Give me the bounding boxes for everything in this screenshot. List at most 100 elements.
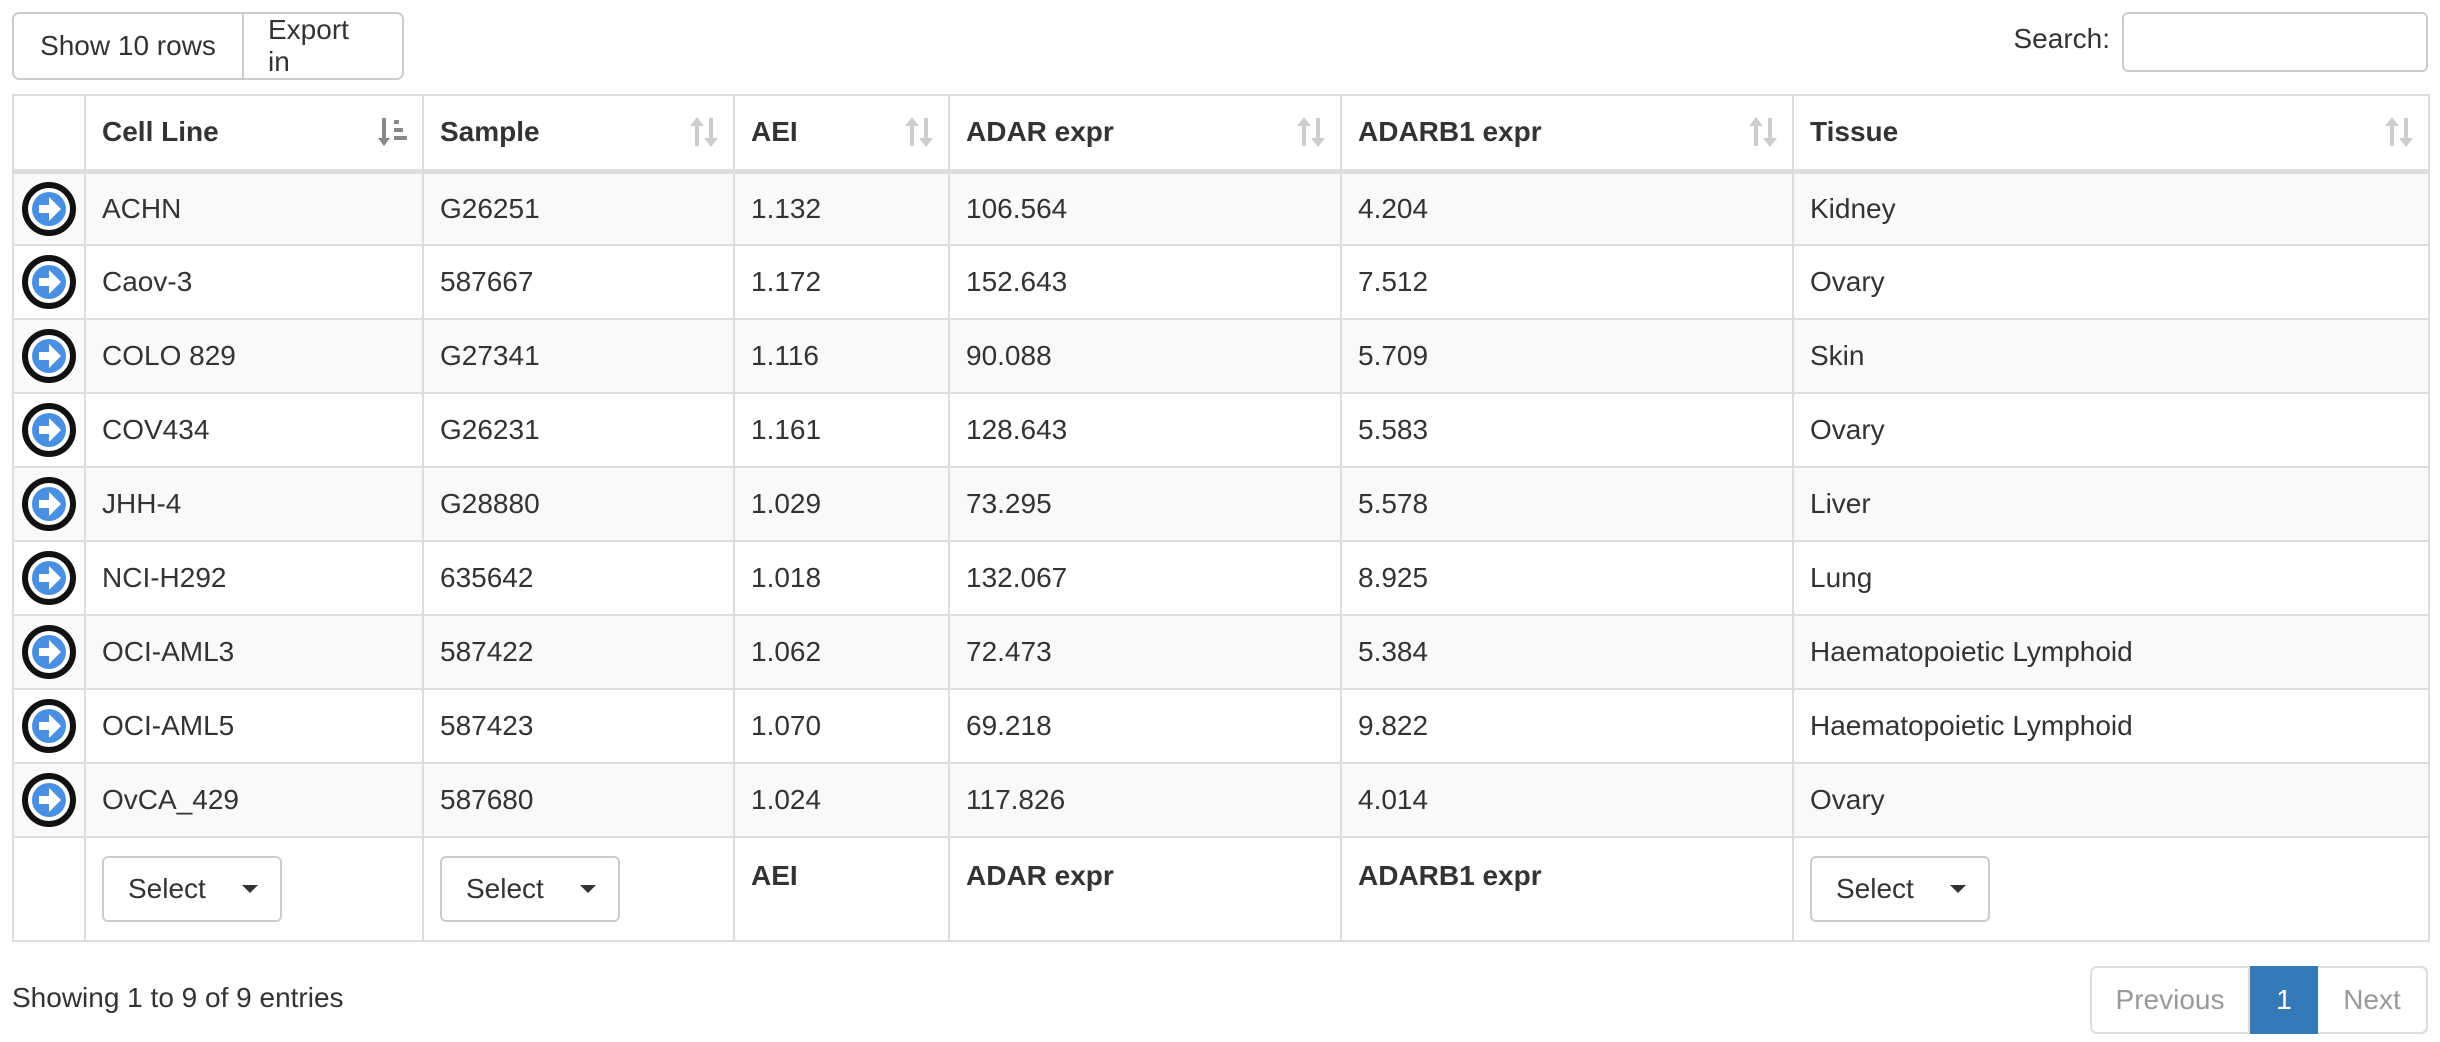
sample-filter-select[interactable]: Select xyxy=(440,856,620,922)
cell-cell-line: COV434 xyxy=(84,392,424,468)
cell-cell-line: NCI-H292 xyxy=(84,540,424,616)
table-row[interactable]: Caov-3 587667 1.172 152.643 7.512 Ovary xyxy=(12,244,2430,320)
cell-aei: 1.070 xyxy=(733,688,950,764)
header-label: Cell Line xyxy=(102,116,219,148)
expand-arrow-icon[interactable] xyxy=(21,328,77,384)
cell-adar-expr: 90.088 xyxy=(948,318,1342,394)
row-details-control[interactable] xyxy=(12,614,86,690)
cell-line-filter-select[interactable]: Select xyxy=(102,856,282,922)
cell-aei: 1.062 xyxy=(733,614,950,690)
expand-arrow-icon[interactable] xyxy=(21,254,77,310)
cell-adarb1-expr: 5.578 xyxy=(1340,466,1794,542)
cell-cell-line: OvCA_429 xyxy=(84,762,424,838)
cell-sample: G26251 xyxy=(422,170,735,246)
sort-both-icon xyxy=(1296,116,1326,148)
previous-page-button[interactable]: Previous xyxy=(2090,966,2250,1034)
cell-adarb1-expr: 5.583 xyxy=(1340,392,1794,468)
export-button[interactable]: Export in xyxy=(244,12,404,80)
expand-arrow-icon[interactable] xyxy=(21,624,77,680)
cell-tissue: Kidney xyxy=(1792,170,2430,246)
row-details-control[interactable] xyxy=(12,318,86,394)
header-aei[interactable]: AEI xyxy=(733,94,950,174)
row-details-control[interactable] xyxy=(12,540,86,616)
cell-tissue: Haematopoietic Lymphoid xyxy=(1792,614,2430,690)
row-details-control[interactable] xyxy=(12,466,86,542)
header-control-column xyxy=(12,94,86,174)
cell-sample: G26231 xyxy=(422,392,735,468)
select-label: Select xyxy=(128,873,206,904)
table-body: ACHN G26251 1.132 106.564 4.204 Kidney Caov-3 5… xyxy=(12,170,2430,838)
cell-aei: 1.029 xyxy=(733,466,950,542)
row-details-control[interactable] xyxy=(12,688,86,764)
table-row[interactable]: COLO 829 G27341 1.116 90.088 5.709 Skin xyxy=(12,318,2430,394)
footer-control-column xyxy=(12,836,86,942)
table-row[interactable]: OCI-AML5 587423 1.070 69.218 9.822 Haematopoi… xyxy=(12,688,2430,764)
cell-tissue: Ovary xyxy=(1792,244,2430,320)
table-row[interactable]: NCI-H292 635642 1.018 132.067 8.925 Lung xyxy=(12,540,2430,616)
cell-cell-line: ACHN xyxy=(84,170,424,246)
table-row[interactable]: COV434 G26231 1.161 128.643 5.583 Ovary xyxy=(12,392,2430,468)
expand-arrow-icon[interactable] xyxy=(21,550,77,606)
caret-down-icon xyxy=(580,885,596,893)
row-details-control[interactable] xyxy=(12,392,86,468)
cell-sample: G27341 xyxy=(422,318,735,394)
cell-adar-expr: 152.643 xyxy=(948,244,1342,320)
header-label: Tissue xyxy=(1810,116,1899,148)
sort-ascending-icon xyxy=(378,116,408,148)
sort-both-icon xyxy=(904,116,934,148)
cell-adar-expr: 132.067 xyxy=(948,540,1342,616)
footer-aei: AEI xyxy=(733,836,950,942)
row-details-control[interactable] xyxy=(12,170,86,246)
header-sample[interactable]: Sample xyxy=(422,94,735,174)
expand-arrow-icon[interactable] xyxy=(21,181,77,237)
header-label: AEI xyxy=(751,116,798,148)
expand-arrow-icon[interactable] xyxy=(21,772,77,828)
cell-cell-line: OCI-AML3 xyxy=(84,614,424,690)
next-page-button[interactable]: Next xyxy=(2318,966,2428,1034)
search-box: Search: xyxy=(2013,12,2428,72)
cell-adarb1-expr: 5.709 xyxy=(1340,318,1794,394)
cell-tissue: Lung xyxy=(1792,540,2430,616)
cell-sample: 587422 xyxy=(422,614,735,690)
page-1-button[interactable]: 1 xyxy=(2250,966,2318,1034)
cell-adar-expr: 117.826 xyxy=(948,762,1342,838)
cell-adarb1-expr: 4.014 xyxy=(1340,762,1794,838)
row-details-control[interactable] xyxy=(12,762,86,838)
cell-adar-expr: 73.295 xyxy=(948,466,1342,542)
expand-arrow-icon[interactable] xyxy=(21,698,77,754)
table-footer-row: Select Select AEI ADAR expr ADARB1 expr … xyxy=(12,836,2430,942)
footer-adar-expr: ADAR expr xyxy=(948,836,1342,942)
cell-aei: 1.132 xyxy=(733,170,950,246)
select-label: Select xyxy=(1836,873,1914,904)
show-rows-button[interactable]: Show 10 rows xyxy=(12,12,244,80)
sort-both-icon xyxy=(689,116,719,148)
data-table: Cell Line Sample xyxy=(12,94,2430,942)
cell-sample: 587680 xyxy=(422,762,735,838)
table-row[interactable]: OvCA_429 587680 1.024 117.826 4.014 Ovary xyxy=(12,762,2430,838)
expand-arrow-icon[interactable] xyxy=(21,402,77,458)
header-adar-expr[interactable]: ADAR expr xyxy=(948,94,1342,174)
header-adarb1-expr[interactable]: ADARB1 expr xyxy=(1340,94,1794,174)
tissue-filter-select[interactable]: Select xyxy=(1810,856,1990,922)
pagination: Previous 1 Next xyxy=(2090,966,2428,1034)
caret-down-icon xyxy=(1950,885,1966,893)
cell-tissue: Ovary xyxy=(1792,392,2430,468)
header-tissue[interactable]: Tissue xyxy=(1792,94,2430,174)
search-input[interactable] xyxy=(2122,12,2428,72)
table-row[interactable]: JHH-4 G28880 1.029 73.295 5.578 Liver xyxy=(12,466,2430,542)
cell-cell-line: COLO 829 xyxy=(84,318,424,394)
search-label: Search: xyxy=(2013,23,2111,54)
footer-sample: Select xyxy=(422,836,735,942)
header-cell-line[interactable]: Cell Line xyxy=(84,94,424,174)
expand-arrow-icon[interactable] xyxy=(21,476,77,532)
sort-both-icon xyxy=(1748,116,1778,148)
table-row[interactable]: ACHN G26251 1.132 106.564 4.204 Kidney xyxy=(12,170,2430,246)
cell-aei: 1.116 xyxy=(733,318,950,394)
row-details-control[interactable] xyxy=(12,244,86,320)
cell-adarb1-expr: 7.512 xyxy=(1340,244,1794,320)
table-info: Showing 1 to 9 of 9 entries xyxy=(12,982,344,1013)
select-label: Select xyxy=(466,873,544,904)
cell-sample: G28880 xyxy=(422,466,735,542)
cell-sample: 587667 xyxy=(422,244,735,320)
table-row[interactable]: OCI-AML3 587422 1.062 72.473 5.384 Haematopoi… xyxy=(12,614,2430,690)
